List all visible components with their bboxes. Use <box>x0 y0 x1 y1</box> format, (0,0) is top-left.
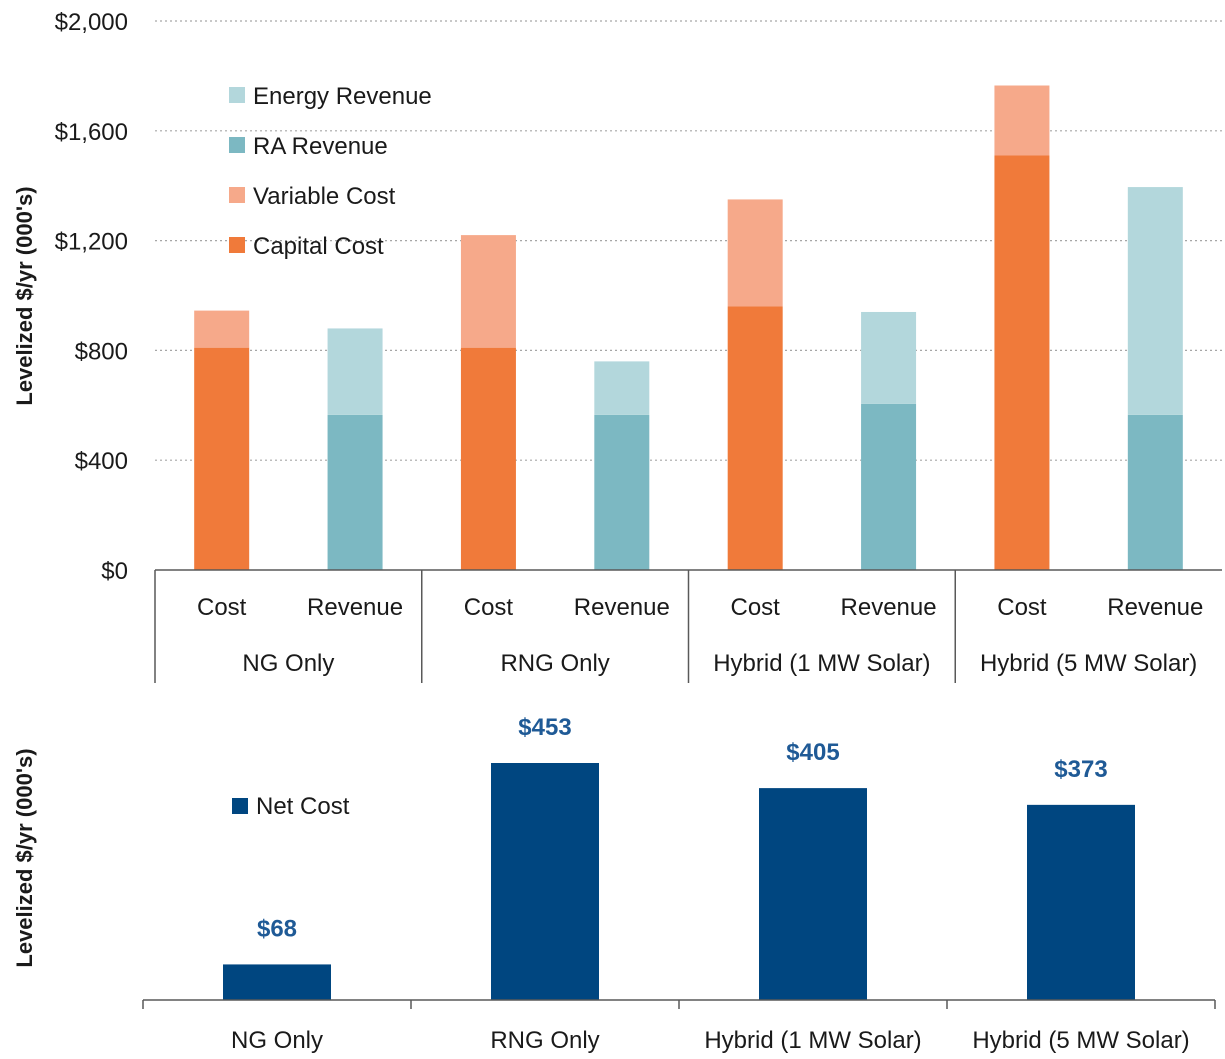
bar-capital-cost <box>727 306 783 570</box>
bar-net-cost <box>491 763 599 1000</box>
x-category-label: Revenue <box>841 594 937 621</box>
group-label: RNG Only <box>500 650 609 677</box>
y-tick-label: $2,000 <box>55 9 128 36</box>
bar-net-cost <box>759 788 867 1000</box>
x-category-label: Revenue <box>307 594 403 621</box>
y-tick-label: $1,200 <box>55 229 128 256</box>
legend-swatch <box>232 798 248 814</box>
data-label: $68 <box>257 915 297 942</box>
group-label: NG Only <box>242 650 334 677</box>
x-category-label: Cost <box>464 594 514 621</box>
bar-capital-cost <box>460 347 516 570</box>
x-category-label: Cost <box>997 594 1047 621</box>
bar-ra-revenue <box>594 414 650 570</box>
legend-swatch <box>229 237 245 253</box>
legend-label: Energy Revenue <box>253 83 432 110</box>
x-category-label: Cost <box>731 594 781 621</box>
legend-label: Variable Cost <box>253 183 396 210</box>
bar-net-cost <box>1027 804 1135 1000</box>
bar-energy-revenue <box>327 328 383 415</box>
group-label: Hybrid (5 MW Solar) <box>980 650 1197 677</box>
data-label: $373 <box>1054 756 1107 783</box>
x-category-label: Hybrid (1 MW Solar) <box>704 1027 921 1054</box>
x-category-label: RNG Only <box>490 1027 599 1054</box>
y-tick-label: $800 <box>75 338 128 365</box>
bar-capital-cost <box>994 155 1050 570</box>
bar-variable-cost <box>727 199 783 307</box>
bar-variable-cost <box>994 85 1050 156</box>
y-tick-label: $1,600 <box>55 119 128 146</box>
legend-label: Net Cost <box>256 793 350 820</box>
y-axis-label: Levelized $/yr (000's) <box>12 748 37 967</box>
bar-variable-cost <box>460 235 516 348</box>
bar-energy-revenue <box>1127 187 1183 415</box>
y-axis-label: Levelized $/yr (000's) <box>12 186 37 405</box>
bar-variable-cost <box>194 310 250 348</box>
group-label: Hybrid (1 MW Solar) <box>713 650 930 677</box>
bar-ra-revenue <box>861 403 917 570</box>
y-tick-label: $0 <box>101 558 128 585</box>
legend-label: RA Revenue <box>253 133 388 160</box>
legend-swatch <box>229 187 245 203</box>
legend-swatch <box>229 87 245 103</box>
x-category-label: Cost <box>197 594 247 621</box>
bar-capital-cost <box>194 347 250 570</box>
legend-swatch <box>229 137 245 153</box>
x-category-label: Hybrid (5 MW Solar) <box>972 1027 1189 1054</box>
bar-ra-revenue <box>327 414 383 570</box>
x-category-label: Revenue <box>574 594 670 621</box>
bar-energy-revenue <box>594 361 650 415</box>
x-category-label: Revenue <box>1107 594 1203 621</box>
bar-energy-revenue <box>861 311 917 404</box>
x-category-label: NG Only <box>231 1027 323 1054</box>
bar-ra-revenue <box>1127 414 1183 570</box>
bar-net-cost <box>223 964 331 1000</box>
data-label: $405 <box>786 739 839 766</box>
legend-label: Capital Cost <box>253 233 384 260</box>
y-tick-label: $400 <box>75 448 128 475</box>
data-label: $453 <box>518 714 571 741</box>
